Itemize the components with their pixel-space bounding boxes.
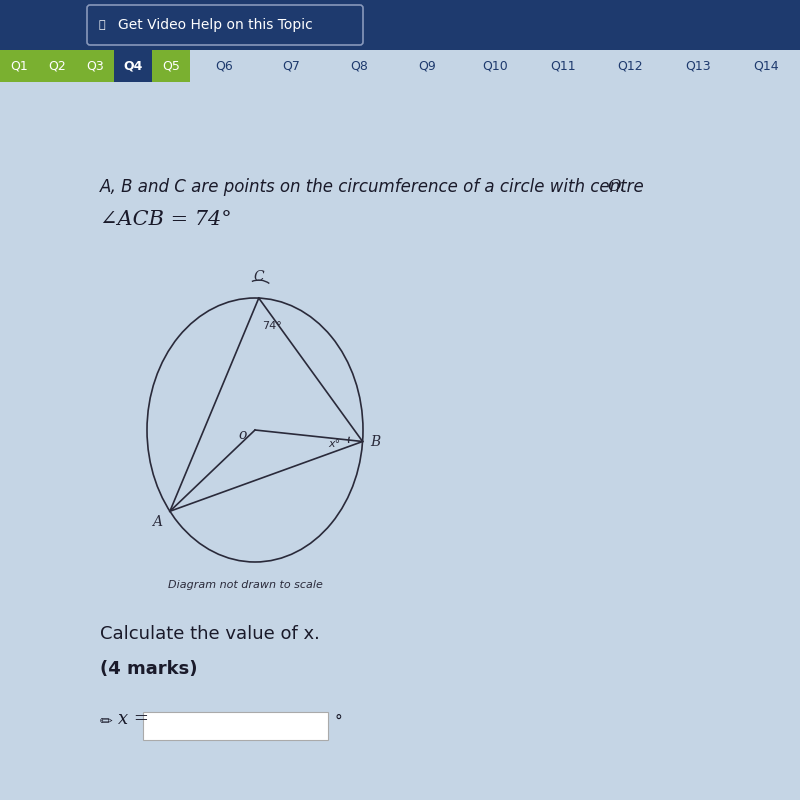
Text: Q7: Q7 xyxy=(282,59,301,73)
Text: Get Video Help on this Topic: Get Video Help on this Topic xyxy=(118,18,313,32)
Text: O.: O. xyxy=(607,178,625,195)
Text: o: o xyxy=(239,428,247,442)
Text: x =: x = xyxy=(118,710,149,728)
Text: ∠ACB = 74°: ∠ACB = 74° xyxy=(100,210,232,229)
Text: A, B and C are points on the circumference of a circle with centre: A, B and C are points on the circumferen… xyxy=(100,178,650,196)
Text: (4 marks): (4 marks) xyxy=(100,660,198,678)
Text: B: B xyxy=(370,434,381,449)
Text: Calculate the value of x.: Calculate the value of x. xyxy=(100,625,320,643)
Text: Q11: Q11 xyxy=(550,59,575,73)
Text: Q12: Q12 xyxy=(618,59,643,73)
Text: °: ° xyxy=(335,714,342,729)
Text: Q14: Q14 xyxy=(754,59,779,73)
Bar xyxy=(114,50,152,82)
Bar xyxy=(152,50,190,82)
Text: A: A xyxy=(152,515,162,530)
Text: Q13: Q13 xyxy=(686,59,711,73)
Bar xyxy=(0,50,800,82)
Text: ✏: ✏ xyxy=(100,714,113,729)
Text: Q2: Q2 xyxy=(48,59,66,73)
Bar xyxy=(0,0,800,50)
Bar xyxy=(76,50,114,82)
Bar xyxy=(0,50,38,82)
Text: 74°: 74° xyxy=(262,321,282,331)
Bar xyxy=(143,712,328,740)
Text: Q9: Q9 xyxy=(418,59,436,73)
Text: Q8: Q8 xyxy=(350,59,368,73)
Text: C: C xyxy=(254,270,264,284)
Text: Q6: Q6 xyxy=(215,59,233,73)
Text: Q3: Q3 xyxy=(86,59,104,73)
Text: ⬛: ⬛ xyxy=(98,20,106,30)
Text: x°: x° xyxy=(329,439,341,449)
Text: Diagram not drawn to scale: Diagram not drawn to scale xyxy=(167,580,322,590)
Text: Q4: Q4 xyxy=(123,59,142,73)
Text: Q5: Q5 xyxy=(162,59,180,73)
Bar xyxy=(38,50,76,82)
Text: Q10: Q10 xyxy=(482,59,508,73)
Text: Q1: Q1 xyxy=(10,59,28,73)
